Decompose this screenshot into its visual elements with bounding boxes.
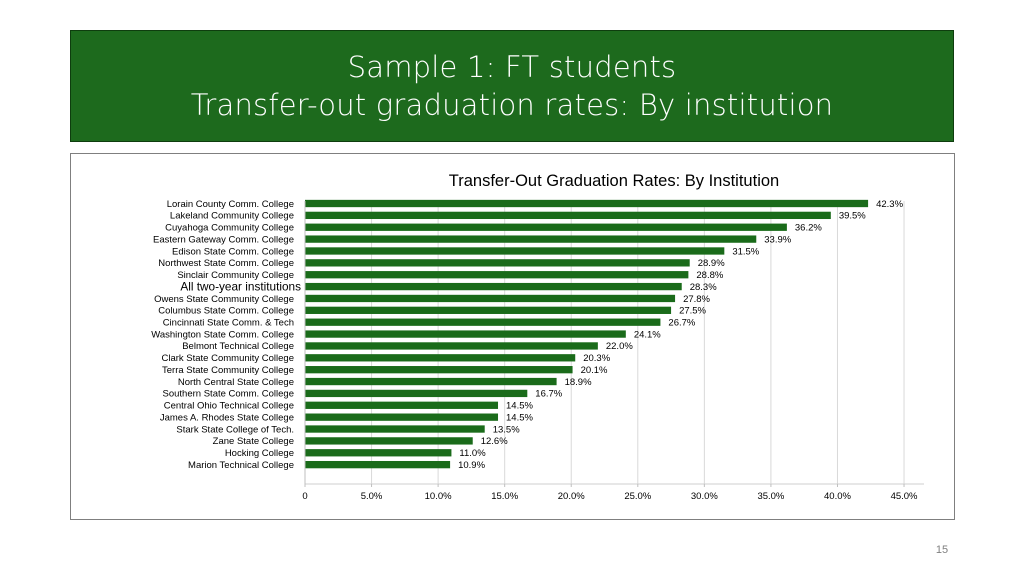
bar-value-label: 28.3% xyxy=(690,282,717,293)
x-tick-label: 20.0% xyxy=(558,491,585,502)
category-label: Columbus State Comm. College xyxy=(158,306,294,317)
bar-value-label: 14.5% xyxy=(506,412,533,423)
x-tick-label: 45.0% xyxy=(891,491,918,502)
category-label: James A. Rhodes State College xyxy=(160,412,294,423)
bar xyxy=(305,318,661,326)
bar-value-label: 27.5% xyxy=(679,306,706,317)
category-label: Belmont Technical College xyxy=(182,341,294,352)
bar-value-label: 13.5% xyxy=(493,424,520,435)
category-label: Zane State College xyxy=(213,436,294,447)
bar xyxy=(305,377,557,386)
bar xyxy=(305,389,528,398)
category-label: All two-year institutions xyxy=(180,280,301,294)
bar xyxy=(305,437,473,445)
bar xyxy=(305,425,485,433)
bar-value-label: 10.9% xyxy=(458,460,485,471)
x-tick-label: 15.0% xyxy=(491,491,518,502)
category-label: Cuyahoga Community College xyxy=(165,223,294,234)
bar-chart: Transfer-Out Graduation Rates: By Instit… xyxy=(151,172,924,502)
bar xyxy=(305,235,757,243)
bar xyxy=(305,449,452,457)
slide-title-line1: Sample 1: FT students xyxy=(347,50,677,84)
x-tick-label: 30.0% xyxy=(691,491,718,502)
category-label: Edison State Comm. College xyxy=(172,246,294,257)
x-axis: 0 5.0% 10.0% 15.0% 20.0% 25.0% 30.0% 35.0% 40.0%… xyxy=(302,201,924,502)
bar xyxy=(305,413,499,421)
category-label: Eastern Gateway Comm. College xyxy=(153,234,294,245)
bar-value-label: 12.6% xyxy=(481,436,508,447)
bar xyxy=(305,294,676,303)
bar-value-label: 18.9% xyxy=(565,377,592,388)
chart-frame: Transfer-Out Graduation Rates: By Instit… xyxy=(70,153,955,520)
bar xyxy=(305,247,725,255)
bar xyxy=(305,271,689,279)
bar-value-label: 31.5% xyxy=(732,246,759,257)
bar-value-label: 42.3% xyxy=(876,199,903,210)
page-number: 15 xyxy=(935,544,949,556)
slide-title-line2: Transfer-out graduation rates: By instit… xyxy=(190,88,834,122)
category-label: Terra State Community College xyxy=(162,365,294,376)
bar-value-label: 36.2% xyxy=(795,223,822,234)
category-label: Owens State Community College xyxy=(154,294,294,305)
bar xyxy=(305,211,831,220)
bar-value-label: 16.7% xyxy=(535,389,562,400)
bar xyxy=(305,460,451,469)
bar-value-label: 14.5% xyxy=(506,401,533,412)
bar xyxy=(305,306,672,314)
bar-value-label: 28.9% xyxy=(698,258,725,269)
category-label: Central Ohio Technical College xyxy=(164,401,294,412)
category-label: Washington State Comm. College xyxy=(151,329,294,340)
category-label: Cincinnati State Comm. & Tech xyxy=(163,318,294,329)
bar-value-label: 33.9% xyxy=(764,234,791,245)
category-label: Sinclair Community College xyxy=(177,270,294,281)
category-label: North Central State College xyxy=(178,377,294,388)
category-label: Stark State College of Tech. xyxy=(176,424,294,435)
x-tick-label: 10.0% xyxy=(425,491,452,502)
bar xyxy=(305,366,573,374)
x-tick-label: 0 xyxy=(302,491,307,502)
bar-value-label: 20.1% xyxy=(581,365,608,376)
category-label: Southern State Comm. College xyxy=(163,389,294,400)
bar-value-label: 28.8% xyxy=(696,270,723,281)
category-label: Northwest State Comm. College xyxy=(158,258,294,269)
bar xyxy=(305,342,598,350)
bar-value-label: 20.3% xyxy=(583,353,610,364)
bar xyxy=(305,223,787,231)
x-tick-label: 40.0% xyxy=(824,491,851,502)
bar-value-label: 39.5% xyxy=(839,211,866,222)
bar xyxy=(305,259,690,267)
bars: 42.3% 39.5% 36.2% 33.9% 31.5% 28.9%28.8%28.3%… xyxy=(305,199,904,471)
x-tick-label: 25.0% xyxy=(624,491,651,502)
bar-value-label: 27.8% xyxy=(683,294,710,305)
category-label: Hocking College xyxy=(225,448,294,459)
slide-title-band: Sample 1: FT students Transfer-out gradu… xyxy=(70,30,954,142)
x-tick-label: 5.0% xyxy=(361,491,383,502)
bar-value-label: 26.7% xyxy=(668,318,695,329)
bar xyxy=(305,330,626,338)
bar-value-label: 24.1% xyxy=(634,329,661,340)
category-label: Lorain County Comm. College xyxy=(167,199,294,210)
bar xyxy=(305,401,499,409)
bar-value-label: 22.0% xyxy=(606,341,633,352)
x-tick-label: 35.0% xyxy=(757,491,784,502)
chart-title: Transfer-Out Graduation Rates: By Instit… xyxy=(449,172,779,190)
category-label: Marion Technical College xyxy=(188,460,294,471)
category-label: Clark State Community College xyxy=(161,353,294,364)
bar-value-label: 11.0% xyxy=(459,448,486,459)
category-label: Lakeland Community College xyxy=(170,211,294,222)
bar xyxy=(305,199,869,208)
bar xyxy=(305,354,576,362)
bar xyxy=(305,282,682,291)
